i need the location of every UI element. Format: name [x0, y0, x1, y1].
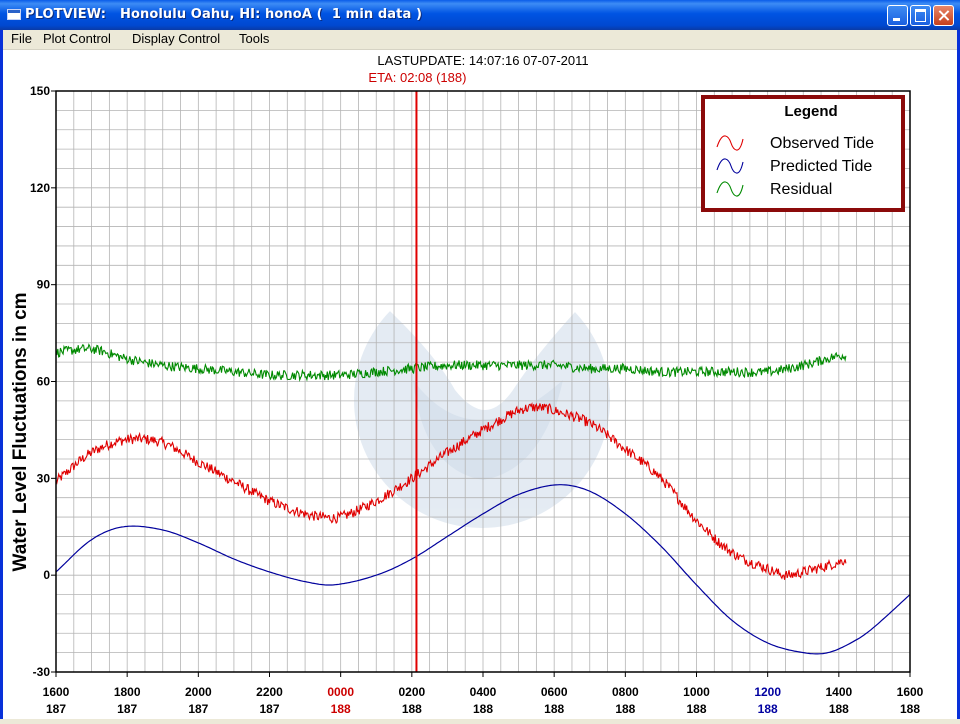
x-tick-time-label: 1600 [897, 685, 924, 699]
y-axis-ticks: -30 0 30 60 90 120 150 [30, 84, 56, 679]
x-tick-day-label: 187 [117, 702, 137, 716]
menu-bar: File Plot Control Display Control Tools [3, 30, 957, 50]
x-tick-day-label: 188 [758, 702, 778, 716]
legend-entry-label: Observed Tide [770, 135, 874, 152]
predicted-tide-line [55, 484, 911, 655]
menu-plot-control[interactable]: Plot Control [43, 31, 111, 46]
legend-swatch-icon [716, 158, 744, 174]
eta-text: ETA: 02:08 (188) [368, 70, 466, 85]
x-tick-time-label: 2000 [185, 685, 212, 699]
legend-border [701, 95, 905, 212]
x-tick-day-label: 187 [46, 702, 66, 716]
close-button[interactable] [933, 5, 954, 26]
legend-swatch-icon [716, 135, 744, 151]
x-tick-time-label: 1200 [754, 685, 781, 699]
x-tick-day-label: 188 [615, 702, 635, 716]
x-tick-time-label: 0600 [541, 685, 568, 699]
y-tick-label: 90 [37, 278, 51, 292]
y-tick-label: 150 [30, 84, 50, 98]
plot-frame [55, 90, 911, 673]
x-tick-day-label: 188 [829, 702, 849, 716]
x-tick-day-label: 188 [900, 702, 920, 716]
legend-title: Legend [784, 103, 837, 120]
y-tick-label: 60 [37, 375, 51, 389]
window-title: PLOTVIEW: Honolulu Oahu, HI: honoA ( 1 m… [25, 7, 422, 22]
app-window-icon[interactable] [7, 9, 21, 20]
x-tick-day-label: 188 [686, 702, 706, 716]
title-bar[interactable]: PLOTVIEW: Honolulu Oahu, HI: honoA ( 1 m… [0, 0, 960, 30]
x-tick-time-label: 0800 [612, 685, 639, 699]
x-tick-time-label: 1400 [825, 685, 852, 699]
residual-line [55, 343, 847, 382]
y-tick-label: 0 [43, 568, 50, 582]
y-tick-label: -30 [33, 665, 51, 679]
menu-tools[interactable]: Tools [239, 31, 270, 46]
menu-display-control[interactable]: Display Control [132, 31, 221, 46]
plot-area: LASTUPDATE: 14:07:16 07-07-2011 ETA: 02:… [3, 50, 957, 719]
x-tick-day-label: 188 [544, 702, 564, 716]
legend-entry-label: Predicted Tide [770, 158, 872, 175]
noaa-watermark-icon [354, 245, 610, 528]
legend-swatch-icon [716, 181, 744, 197]
x-tick-time-label: 1800 [114, 685, 141, 699]
maximize-button[interactable] [910, 5, 931, 26]
y-axis-label: Water Level Fluctuations in cm [10, 292, 31, 571]
x-tick-day-label: 187 [259, 702, 279, 716]
x-tick-day-label: 188 [402, 702, 422, 716]
x-tick-time-label: 0400 [470, 685, 497, 699]
x-tick-time-label: 1600 [43, 685, 70, 699]
observed-tide-line [55, 401, 847, 580]
legend-box: Legend Observed Tide Predicted Tide Residu… [701, 95, 905, 212]
x-tick-time-label: 0200 [398, 685, 425, 699]
legend-entry-label: Residual [770, 181, 832, 198]
y-tick-label: 120 [30, 181, 50, 195]
x-tick-day-label: 188 [331, 702, 351, 716]
menu-file[interactable]: File [11, 31, 32, 46]
x-tick-day-label: 188 [473, 702, 493, 716]
x-axis-ticks: 1600 187 1800 187 2000 187 2200 187 0000 188 0200 1… [43, 672, 924, 716]
x-tick-day-label: 187 [188, 702, 208, 716]
minimize-button[interactable] [887, 5, 908, 26]
x-tick-time-label: 0000 [327, 685, 354, 699]
tide-chart: LASTUPDATE: 14:07:16 07-07-2011 ETA: 02:… [10, 53, 924, 716]
last-update-text: LASTUPDATE: 14:07:16 07-07-2011 [377, 53, 588, 68]
x-tick-time-label: 2200 [256, 685, 283, 699]
y-tick-label: 30 [37, 471, 51, 485]
x-tick-time-label: 1000 [683, 685, 710, 699]
